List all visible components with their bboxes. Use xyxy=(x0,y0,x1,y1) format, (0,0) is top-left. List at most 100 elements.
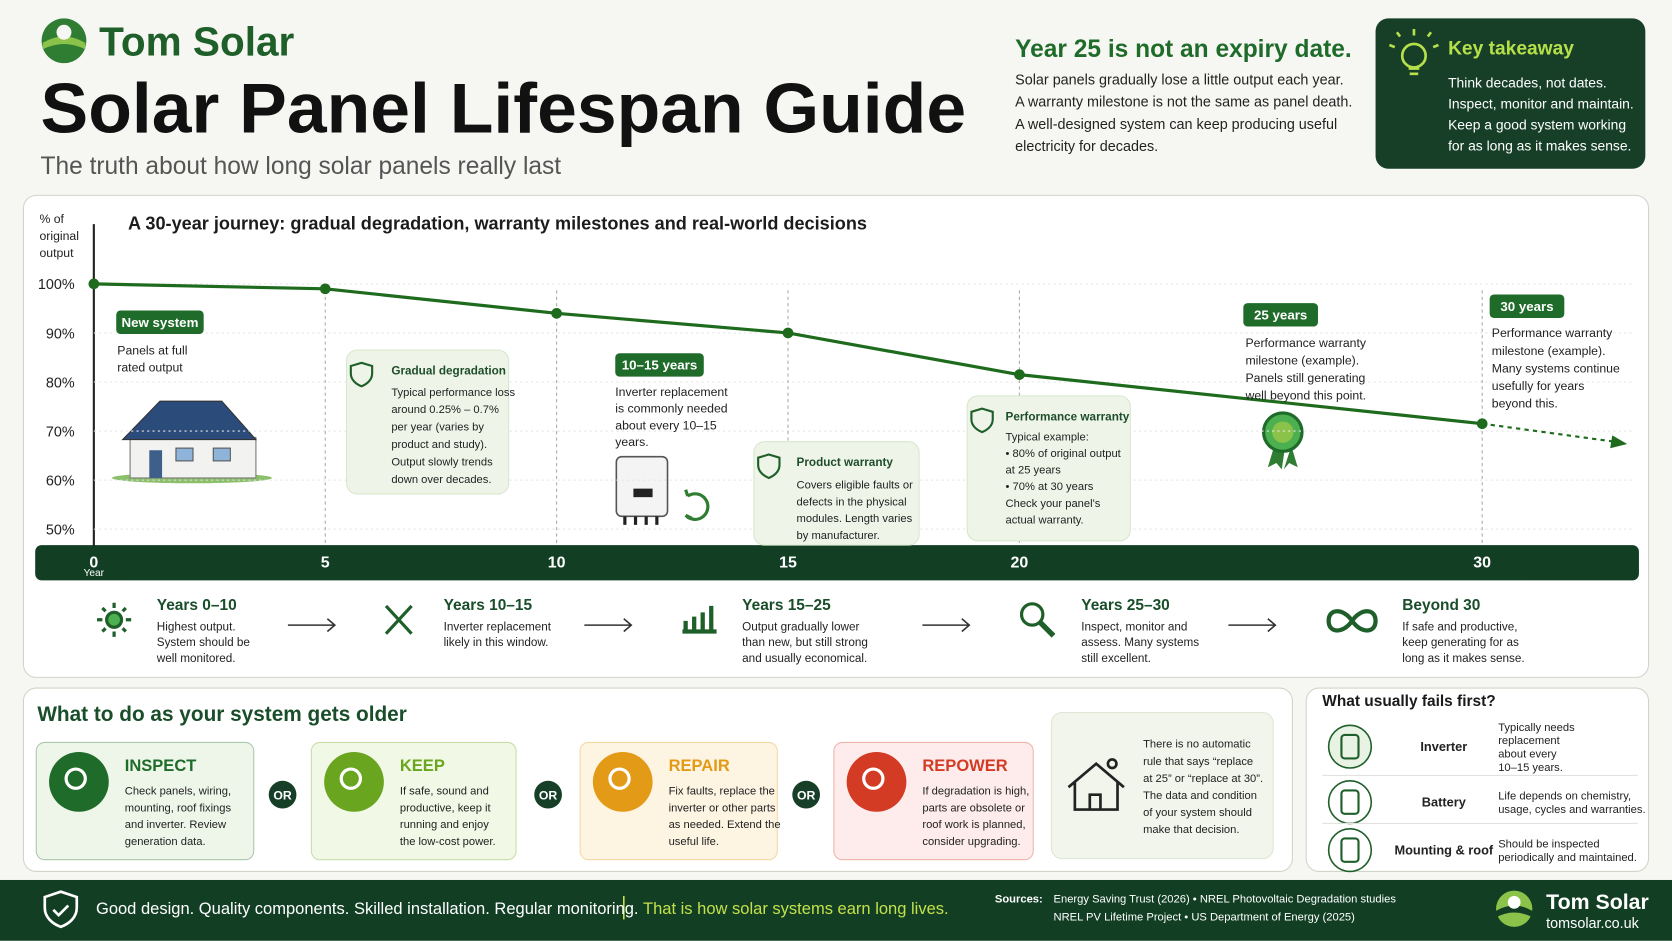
annotation-line: Performance warranty xyxy=(1245,336,1366,350)
phase-line: Inspect, monitor and xyxy=(1081,620,1187,633)
data-point xyxy=(551,307,562,319)
phase-line: Inverter replacement xyxy=(444,620,552,633)
x-tick-label: 20 xyxy=(1011,555,1029,572)
x-tick-label: 30 xyxy=(1473,555,1491,572)
y-axis-label: original xyxy=(39,229,78,243)
action-icon xyxy=(49,752,109,812)
intro-line: Solar panels gradually lose a little out… xyxy=(1015,72,1343,88)
milestone-pill xyxy=(116,310,204,335)
phase-title: Years 0–10 xyxy=(157,597,237,614)
note-line: at 25” or “replace at 30”. xyxy=(1143,773,1263,785)
annotation-line: Panels still generating xyxy=(1245,371,1365,385)
annotation-line: Performance warranty xyxy=(1492,326,1613,340)
data-point xyxy=(782,327,794,339)
callout-box xyxy=(966,395,1131,542)
annotation-line: Typical performance loss xyxy=(391,387,515,399)
callout-icon xyxy=(757,453,781,480)
annotation-line: years. xyxy=(615,435,648,449)
logo xyxy=(41,18,87,64)
chart-title: A 30-year journey: gradual degradation, … xyxy=(128,214,867,234)
annotation-line: is commonly needed xyxy=(615,402,728,416)
action-line: If safe, sound and xyxy=(400,786,489,798)
callout-title: Gradual degradation xyxy=(391,365,506,378)
action-line: the low-cost power. xyxy=(400,836,496,848)
phase-line: well monitored. xyxy=(156,652,236,665)
phase-line: than new, but still strong xyxy=(742,636,868,649)
fail-line: usage, cycles and warranties. xyxy=(1498,804,1645,816)
annotation-line: rated output xyxy=(117,360,183,374)
footer-highlight: That is how solar systems earn long live… xyxy=(643,899,949,918)
annotation-line: Covers eligible faults or xyxy=(797,480,914,492)
house-illustration xyxy=(111,400,272,484)
milestone-pill xyxy=(1243,303,1318,327)
action-icon-glyph xyxy=(64,767,87,790)
annotation-line: well beyond this point. xyxy=(1244,389,1366,403)
annotation-line: usefully for years xyxy=(1492,379,1585,393)
takeaway-line: for as long as it makes sense. xyxy=(1448,138,1631,154)
note-house-icon xyxy=(1067,758,1125,811)
x-axis-label: Year xyxy=(84,568,105,579)
note-line: The data and condition xyxy=(1143,790,1257,802)
phase-arrows xyxy=(287,618,1277,633)
callout-title: Performance warranty xyxy=(1006,410,1130,423)
milestone-label: 30 years xyxy=(1500,299,1553,314)
source-line: Energy Saving Trust (2026) • NREL Photov… xyxy=(1054,893,1397,905)
annotation-line: milestone (example). xyxy=(1492,344,1606,358)
annotation-line: • 70% at 30 years xyxy=(1006,481,1094,493)
intro-line: A well-designed system can keep producin… xyxy=(1015,117,1337,133)
annotation-line: about every 10–15 xyxy=(615,418,717,432)
y-tick-label: 90% xyxy=(46,326,75,342)
fail-icon-glyph xyxy=(1340,733,1360,760)
data-point xyxy=(88,278,100,290)
fail-name: Inverter xyxy=(1420,739,1467,754)
fail-name: Battery xyxy=(1422,794,1467,809)
fail-line: replacement xyxy=(1498,735,1560,747)
or-badge xyxy=(792,780,821,809)
phase-title: Beyond 30 xyxy=(1402,597,1480,614)
data-point xyxy=(319,283,331,295)
y-tick-label: 100% xyxy=(38,277,75,293)
action-icon xyxy=(324,752,384,812)
action-icon xyxy=(592,752,653,812)
phase-title: Years 15–25 xyxy=(742,597,831,614)
intro-line: A warranty milestone is not the same as … xyxy=(1015,95,1352,111)
action-line: mounting, roof fixings xyxy=(125,802,232,814)
fail-name: Mounting & roof xyxy=(1394,842,1493,857)
phase-line: keep generating for as xyxy=(1402,636,1519,649)
annotation-line: Inverter replacement xyxy=(615,385,728,399)
action-line: generation data. xyxy=(125,836,206,848)
y-axis-label: output xyxy=(39,246,74,260)
y-tick-label: 70% xyxy=(46,424,75,440)
callout-icon xyxy=(349,361,374,388)
x-tick-label: 0 xyxy=(89,555,98,572)
action-line: productive, keep it xyxy=(400,802,492,814)
footer-logo xyxy=(1496,890,1533,927)
action-line: roof work is planned, xyxy=(922,819,1025,831)
takeaway-line: Keep a good system working xyxy=(1448,117,1626,133)
annotation-line: modules. Length varies xyxy=(797,513,913,525)
action-line: Fix faults, replace the xyxy=(669,786,775,798)
source-line: NREL PV Lifetime Project • US Department… xyxy=(1054,911,1356,923)
fail-icon xyxy=(1327,780,1373,825)
action-title: INSPECT xyxy=(125,756,197,775)
annotation-line: • 80% of original output xyxy=(1006,448,1122,460)
sources-label: Sources: xyxy=(995,893,1043,905)
phase-title: Years 25–30 xyxy=(1081,597,1170,614)
fail-icon-glyph xyxy=(1340,837,1360,863)
shield-icon xyxy=(43,890,79,929)
inverter-illustration xyxy=(615,455,710,525)
y-axis-label: % of xyxy=(39,212,64,226)
annotation-line: at 25 years xyxy=(1006,465,1062,477)
callout-box xyxy=(346,349,510,495)
milestone-pill xyxy=(1489,294,1565,319)
annotation-line: around 0.25% – 0.7% xyxy=(391,404,499,416)
fail-icon-glyph xyxy=(1340,789,1360,815)
line-series xyxy=(93,282,1483,426)
action-line: running and enjoy xyxy=(400,819,489,831)
projection-arrowhead xyxy=(1610,435,1628,449)
takeaway-heading: Key takeaway xyxy=(1448,39,1574,60)
phase-line: If safe and productive, xyxy=(1402,620,1517,633)
brand: Tom Solar xyxy=(99,19,294,65)
medal-icon xyxy=(1261,411,1304,470)
phase-line: System should be xyxy=(157,636,250,649)
